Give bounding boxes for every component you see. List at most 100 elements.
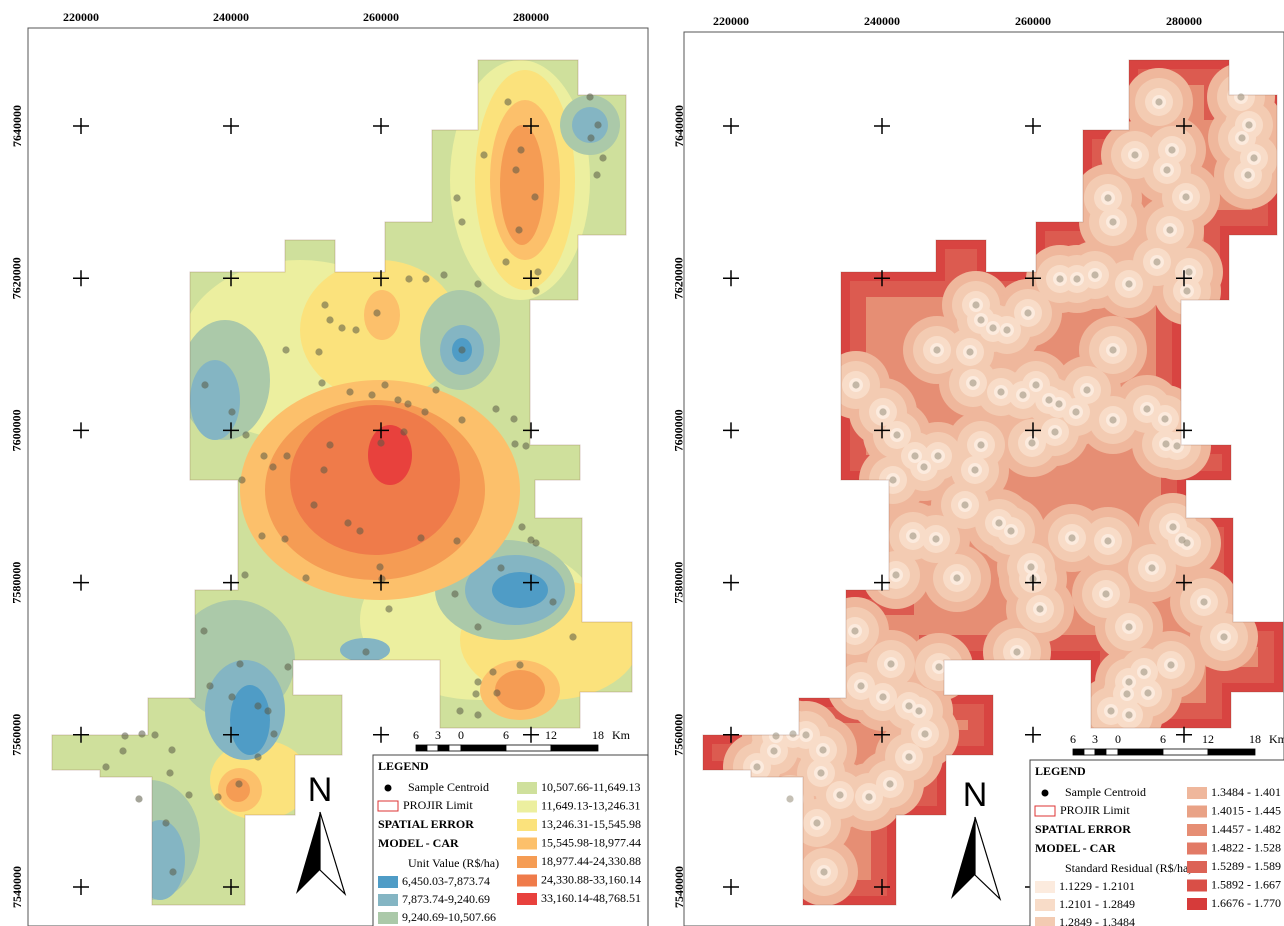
sample-centroid xyxy=(1144,689,1152,697)
legend-variable: Standard Residual (R$/ha) xyxy=(1065,861,1192,875)
legend-swatch xyxy=(1187,879,1207,892)
legend-class-label: 33,160.14-48,768.51 xyxy=(541,891,641,905)
legend-swatch xyxy=(1187,898,1207,910)
sample-centroid xyxy=(820,868,828,876)
scale-label: 6 xyxy=(413,728,419,742)
map-panel: 220000 240000 260000 280000 7640000 7620000 76… xyxy=(10,10,649,926)
sample-centroid xyxy=(972,301,980,309)
sample-centroid xyxy=(489,668,497,676)
sample-centroid xyxy=(1166,226,1174,234)
sample-centroid xyxy=(879,693,887,701)
grid-cross xyxy=(373,726,389,743)
sample-centroid xyxy=(400,428,408,436)
sample-centroid xyxy=(356,527,364,535)
sample-centroid xyxy=(511,440,519,448)
sample-centroid xyxy=(260,452,268,460)
sample-centroid xyxy=(753,763,761,771)
legend-heading: SPATIAL ERROR xyxy=(378,817,474,831)
y-tick-label: 7620000 xyxy=(672,257,686,299)
sample-centroid xyxy=(1036,605,1044,613)
sample-centroid xyxy=(453,194,461,202)
legend-class-label: 1.5892 - 1.667 xyxy=(1211,877,1281,891)
sample-centroid xyxy=(1032,381,1040,389)
sample-centroid xyxy=(1131,151,1139,159)
grid-cross xyxy=(373,422,389,439)
sample-centroid xyxy=(532,287,540,295)
sample-centroid xyxy=(1028,439,1036,447)
grid-cross xyxy=(223,422,239,439)
sample-centroid xyxy=(1109,218,1117,226)
sample-centroid xyxy=(344,519,352,527)
legend-class-label: 7,873.74-9,240.69 xyxy=(402,892,490,906)
sample-centroid xyxy=(373,309,381,317)
sample-centroid xyxy=(518,523,526,531)
sample-centroid xyxy=(1104,194,1112,202)
scale-bar-segment xyxy=(1117,748,1164,756)
grid-cross xyxy=(1176,270,1192,287)
x-tick-label: 280000 xyxy=(1166,14,1202,28)
sample-centroid xyxy=(1104,537,1112,545)
grid-cross xyxy=(874,422,890,439)
grid-cross xyxy=(73,574,89,591)
grid-cross xyxy=(1176,726,1192,743)
x-tick-label: 260000 xyxy=(1015,14,1051,28)
north-label: N xyxy=(963,776,988,814)
legend-swatch xyxy=(378,894,398,906)
grid-cross xyxy=(1025,726,1041,743)
scale-bar-segment xyxy=(505,744,552,752)
sample-centroid xyxy=(368,391,376,399)
legend-dot xyxy=(1041,789,1049,797)
grid-cross xyxy=(223,118,239,134)
legend-class-label: 1.2849 - 1.3484 xyxy=(1059,915,1135,926)
surface-edge xyxy=(703,60,1283,905)
sample-centroid xyxy=(394,396,402,404)
sample-centroid xyxy=(1091,271,1099,279)
legend-label: Sample Centroid xyxy=(408,780,489,794)
sample-centroid xyxy=(235,780,243,788)
legend-class-label: 1.5289 - 1.589 xyxy=(1211,859,1281,873)
legend-class-label: 18,977.44-24,330.88 xyxy=(541,854,641,868)
grid-cross xyxy=(1176,422,1192,439)
y-tick-label: 7600000 xyxy=(10,409,24,451)
legend-class-label: 9,240.69-10,507.66 xyxy=(402,910,496,924)
grid-cross xyxy=(223,574,239,591)
sample-centroid xyxy=(1102,590,1110,598)
scale-label: Km xyxy=(1269,732,1284,746)
sample-centroid xyxy=(886,780,894,788)
legend-label: Sample Centroid xyxy=(1065,785,1146,799)
sample-centroid xyxy=(417,534,425,542)
legend-swatch xyxy=(517,782,537,794)
grid-cross xyxy=(73,270,89,287)
grid-cross xyxy=(1025,422,1041,439)
sample-centroid xyxy=(772,732,780,740)
sample-centroid xyxy=(456,707,464,715)
grid-cross xyxy=(523,726,539,743)
sample-centroid xyxy=(995,519,1003,527)
sample-centroid xyxy=(254,702,262,710)
grid-cross xyxy=(373,118,389,134)
sample-centroid xyxy=(905,753,913,761)
sample-centroid xyxy=(206,682,214,690)
sample-centroid xyxy=(893,431,901,439)
legend-class-label: 1.2101 - 1.2849 xyxy=(1059,897,1135,911)
sample-centroid xyxy=(492,405,500,413)
legend-class-label: 1.4822 - 1.528 xyxy=(1211,840,1281,854)
legend-swatch xyxy=(517,893,537,905)
y-tick-label: 7640000 xyxy=(672,105,686,147)
sample-centroid xyxy=(889,476,897,484)
legend-swatch xyxy=(517,800,537,813)
surface-zone xyxy=(495,670,545,710)
sample-centroid xyxy=(451,590,459,598)
surface-zone xyxy=(226,778,250,802)
sample-centroid xyxy=(770,747,778,755)
grid-cross xyxy=(523,118,539,134)
legend-box xyxy=(1029,759,1284,926)
grid-cross xyxy=(723,726,739,743)
scale-label: 6 xyxy=(1160,732,1166,746)
scale-label: 0 xyxy=(458,728,464,742)
sample-centroid xyxy=(977,316,985,324)
surface-zone xyxy=(290,405,460,555)
projir-limit xyxy=(702,59,1284,906)
grid-cross xyxy=(223,879,239,895)
